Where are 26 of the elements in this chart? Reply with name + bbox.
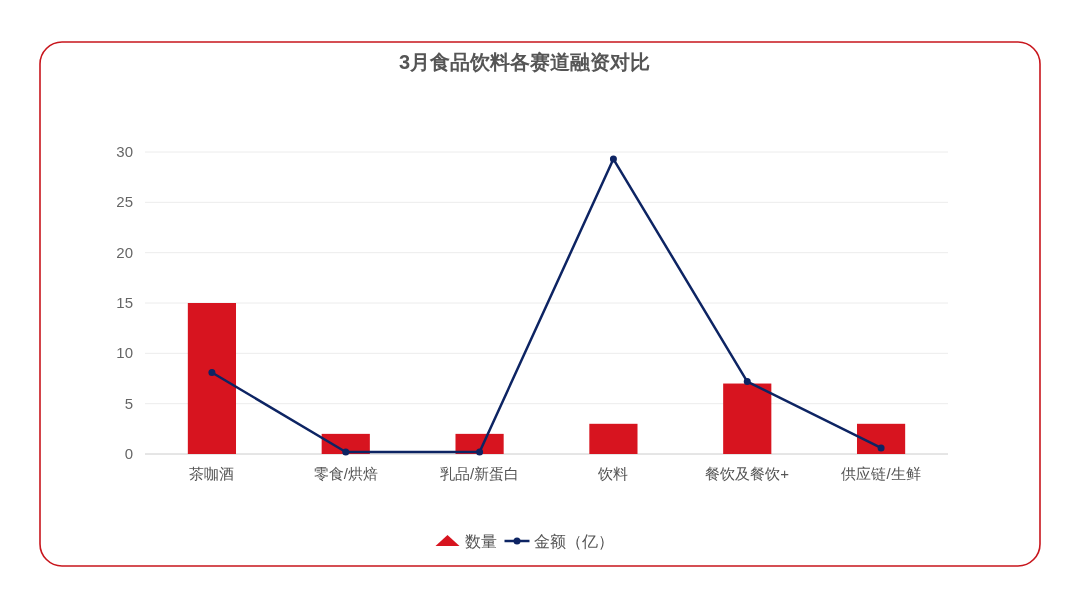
bar: [856, 423, 906, 454]
legend-label: 数量: [464, 533, 497, 550]
bar: [589, 423, 638, 454]
point: [609, 155, 617, 163]
point: [476, 448, 484, 456]
y-tick-label: 20: [116, 243, 133, 261]
y-tick-label: 15: [116, 294, 133, 311]
x-tick-label: 乳品/新蛋白: [440, 465, 520, 482]
x-tick-label: 饮料: [597, 465, 629, 482]
y-tick-label: 30: [116, 143, 133, 160]
y-tick-label: 25: [116, 193, 133, 211]
x-tick-label: 零食/烘焙: [313, 465, 378, 482]
x-tick-label: 餐饮及餐饮+: [705, 465, 790, 482]
y-tick-label: 5: [124, 394, 133, 412]
point: [342, 448, 350, 456]
y-tick-label: 0: [124, 445, 133, 462]
point: [877, 444, 885, 452]
chart-title: 3月食品饮料各赛道融资对比: [398, 51, 651, 73]
x-tick-label: 茶咖酒: [189, 465, 235, 482]
bar: [723, 383, 772, 454]
point: [208, 368, 216, 376]
x-tick-label: 供应链/生鲜: [841, 465, 921, 482]
bar: [187, 303, 237, 454]
y-tick-label: 10: [116, 344, 133, 362]
legend-label: 金额（亿）: [533, 533, 614, 550]
point: [743, 378, 751, 386]
